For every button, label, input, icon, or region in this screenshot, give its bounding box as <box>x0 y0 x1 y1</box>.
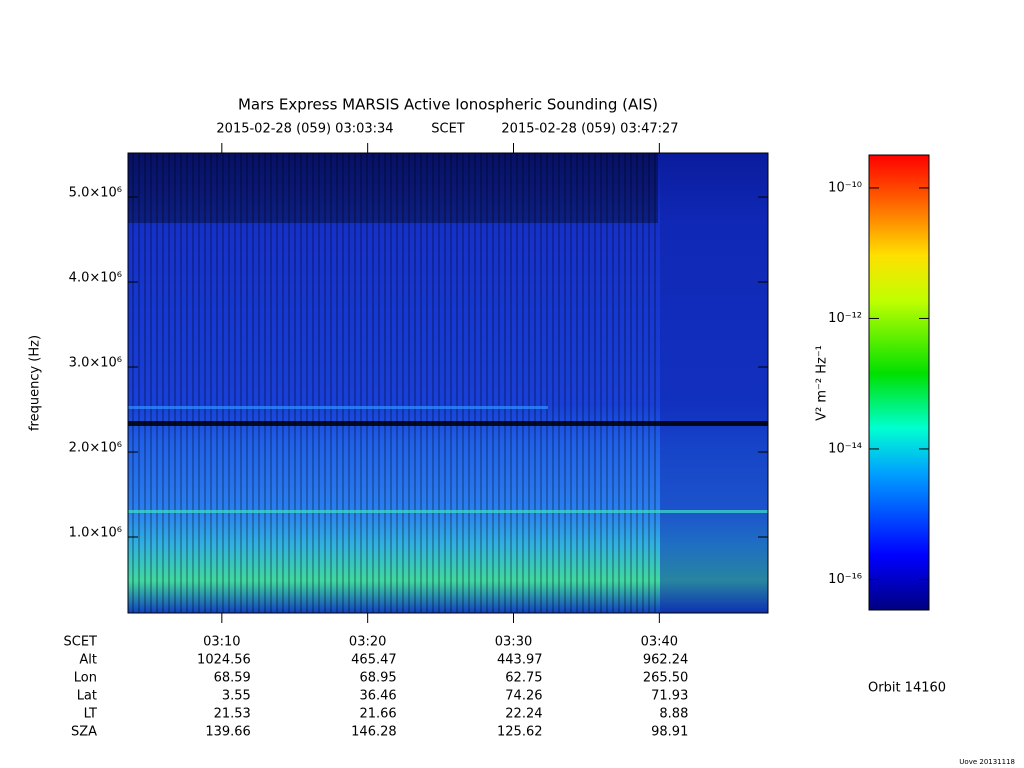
ephemeris-label: SZA <box>71 725 97 740</box>
ephemeris-value: 8.88 <box>659 707 688 722</box>
colorbar-tick-label: 10⁻¹⁴ <box>828 441 862 456</box>
ephemeris-value: 962.24 <box>643 653 689 668</box>
ephemeris-value: 74.26 <box>505 689 542 704</box>
spectrogram-texture <box>660 153 768 613</box>
ephemeris-value: 146.28 <box>351 725 397 740</box>
colorbar-tick-label: 10⁻¹⁰ <box>828 180 862 195</box>
end-time: 2015-02-28 (059) 03:47:27 <box>501 122 678 137</box>
y-tick-label: 4.0×10⁶ <box>69 271 122 286</box>
colorbar-label: V² m⁻² Hz⁻¹ <box>815 345 830 421</box>
ephemeris-value: 21.66 <box>359 707 396 722</box>
ephemeris-label: Lat <box>77 689 97 704</box>
ephemeris-value: 36.46 <box>359 689 396 704</box>
ephemeris-value: 1024.56 <box>197 653 251 668</box>
ephemeris-label: Alt <box>79 653 97 668</box>
x-tick-label: 03:20 <box>349 635 386 650</box>
x-tick-label: 03:10 <box>203 635 240 650</box>
colorbar-tick-label: 10⁻¹² <box>828 311 862 326</box>
spectrogram-texture <box>128 153 658 613</box>
y-tick-label: 5.0×10⁶ <box>69 186 122 201</box>
ephemeris-value: 98.91 <box>651 725 688 740</box>
colorbar <box>868 154 930 611</box>
time-system: SCET <box>431 122 465 137</box>
spectrogram-texture <box>128 406 548 409</box>
ephemeris-value: 68.59 <box>214 671 251 686</box>
ephemeris-value: 443.97 <box>497 653 543 668</box>
spectrogram-texture <box>128 510 768 513</box>
ephemeris-value: 22.24 <box>505 707 542 722</box>
orbit: Orbit 14160 <box>868 681 946 696</box>
y-tick-label: 3.0×10⁶ <box>69 356 122 371</box>
y-tick-label: 2.0×10⁶ <box>69 441 122 456</box>
x-axis-label: SCET <box>64 635 98 650</box>
credit: Uove 20131118 <box>959 758 1015 766</box>
spectrogram-texture <box>128 421 768 426</box>
ephemeris-value: 139.66 <box>205 725 251 740</box>
ephemeris-value: 125.62 <box>497 725 543 740</box>
ephemeris-label: LT <box>84 707 97 722</box>
start-time: 2015-02-28 (059) 03:03:34 <box>216 122 393 137</box>
chart-title: Mars Express MARSIS Active Ionospheric S… <box>238 96 658 114</box>
colorbar-tick-label: 10⁻¹⁶ <box>828 572 862 587</box>
ephemeris-value: 71.93 <box>651 689 688 704</box>
ephemeris-value: 68.95 <box>359 671 396 686</box>
x-tick-label: 03:30 <box>495 635 532 650</box>
ephemeris-label: Lon <box>74 671 97 686</box>
ephemeris-value: 62.75 <box>505 671 542 686</box>
y-axis-label: frequency (Hz) <box>28 335 43 431</box>
plot-frame <box>127 152 769 614</box>
ephemeris-value: 21.53 <box>214 707 251 722</box>
ephemeris-value: 3.55 <box>222 689 251 704</box>
ephemeris-value: 465.47 <box>351 653 397 668</box>
y-tick-label: 1.0×10⁶ <box>69 526 122 541</box>
ephemeris-value: 265.50 <box>643 671 689 686</box>
x-tick-label: 03:40 <box>641 635 678 650</box>
